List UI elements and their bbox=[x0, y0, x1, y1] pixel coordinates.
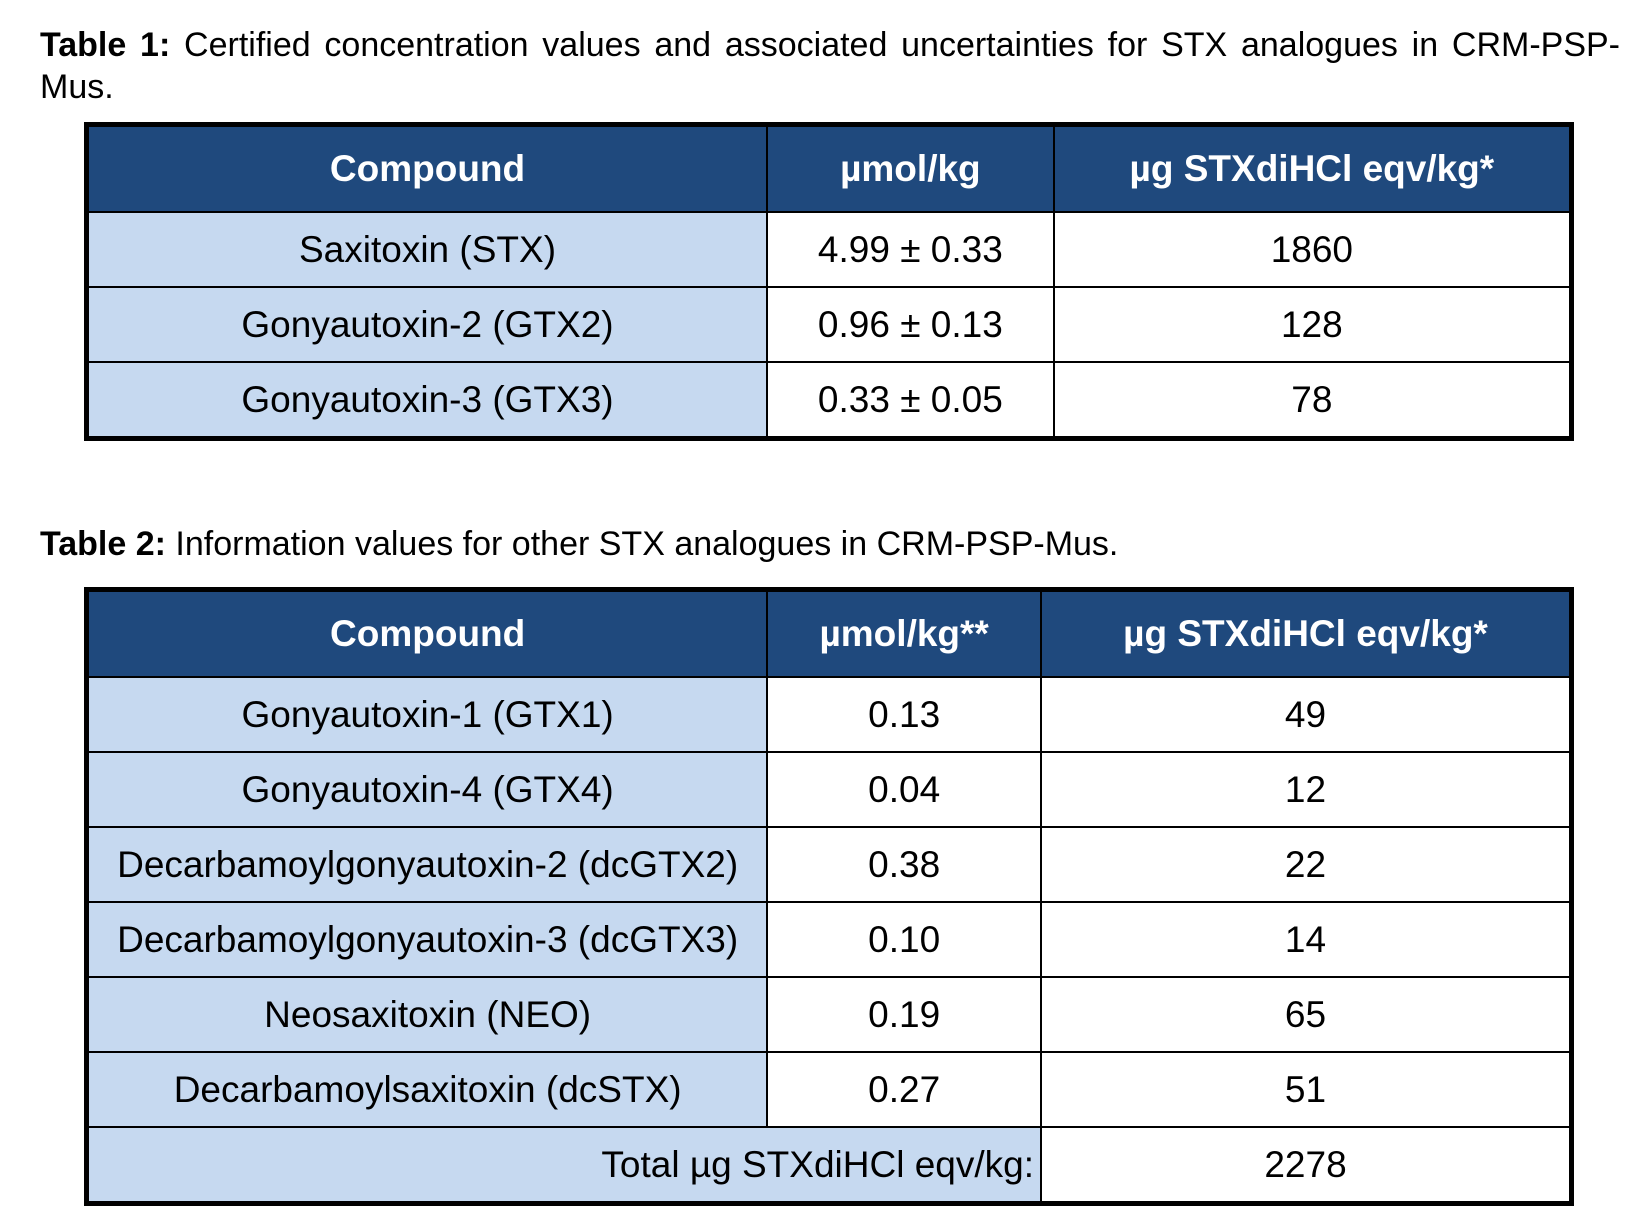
ug-eqv-cell: 51 bbox=[1040, 1051, 1571, 1128]
total-row: Total µg STXdiHCl eqv/kg: 2278 bbox=[87, 1126, 1571, 1203]
table-row: Gonyautoxin-3 (GTX3) 0.33 ± 0.05 78 bbox=[86, 361, 1572, 438]
table1-caption-label: Table 1: bbox=[40, 26, 171, 64]
umol-cell: 0.04 bbox=[766, 751, 1042, 828]
compound-cell: Decarbamoylsaxitoxin (dcSTX) bbox=[86, 1051, 769, 1128]
table-row: Decarbamoylgonyautoxin-2 (dcGTX2) 0.38 2… bbox=[86, 826, 1571, 903]
column-header-compound: Compound bbox=[86, 125, 769, 213]
table2-caption: Table 2: Information values for other ST… bbox=[40, 523, 1600, 565]
compound-cell: Saxitoxin (STX) bbox=[86, 211, 769, 288]
column-header-umol: µmol/kg** bbox=[766, 590, 1042, 678]
column-header-ug-eqv: µg STXdiHCl eqv/kg* bbox=[1052, 125, 1572, 213]
ug-eqv-cell: 22 bbox=[1040, 826, 1571, 903]
certified-values-table: Compound µmol/kg µg STXdiHCl eqv/kg* Sax… bbox=[84, 122, 1574, 441]
table-row: Decarbamoylsaxitoxin (dcSTX) 0.27 51 bbox=[86, 1051, 1571, 1128]
information-values-table: Compound µmol/kg** µg STXdiHCl eqv/kg* G… bbox=[84, 587, 1574, 1206]
ug-eqv-cell: 1860 bbox=[1052, 211, 1572, 288]
table-row: Saxitoxin (STX) 4.99 ± 0.33 1860 bbox=[86, 211, 1572, 288]
table-row: Gonyautoxin-4 (GTX4) 0.04 12 bbox=[86, 751, 1571, 828]
compound-cell: Decarbamoylgonyautoxin-3 (dcGTX3) bbox=[86, 901, 769, 978]
table-row: Gonyautoxin-1 (GTX1) 0.13 49 bbox=[86, 676, 1571, 753]
column-header-compound: Compound bbox=[86, 590, 769, 678]
table1-caption: Table 1: Certified concentration values … bbox=[40, 24, 1620, 108]
total-value: 2278 bbox=[1040, 1126, 1571, 1203]
column-header-ug-eqv: µg STXdiHCl eqv/kg* bbox=[1040, 590, 1571, 678]
compound-cell: Gonyautoxin-1 (GTX1) bbox=[86, 676, 769, 753]
umol-cell: 0.13 bbox=[766, 676, 1042, 753]
table-header-row: Compound µmol/kg** µg STXdiHCl eqv/kg* bbox=[86, 590, 1571, 678]
umol-cell: 0.27 bbox=[766, 1051, 1042, 1128]
umol-cell: 0.96 ± 0.13 bbox=[766, 286, 1055, 363]
umol-cell: 0.10 bbox=[766, 901, 1042, 978]
compound-cell: Gonyautoxin-3 (GTX3) bbox=[86, 361, 769, 438]
table2-caption-label: Table 2: bbox=[40, 525, 166, 563]
column-header-umol: µmol/kg bbox=[766, 125, 1055, 213]
ug-eqv-cell: 49 bbox=[1040, 676, 1571, 753]
umol-cell: 0.38 bbox=[766, 826, 1042, 903]
ug-eqv-cell: 14 bbox=[1040, 901, 1571, 978]
umol-cell: 0.33 ± 0.05 bbox=[766, 361, 1055, 438]
ug-eqv-cell: 65 bbox=[1040, 976, 1571, 1053]
ug-eqv-cell: 78 bbox=[1052, 361, 1572, 438]
table-row: Gonyautoxin-2 (GTX2) 0.96 ± 0.13 128 bbox=[86, 286, 1572, 363]
table-header-row: Compound µmol/kg µg STXdiHCl eqv/kg* bbox=[86, 125, 1572, 213]
compound-cell: Gonyautoxin-2 (GTX2) bbox=[86, 286, 769, 363]
table-row: Neosaxitoxin (NEO) 0.19 65 bbox=[86, 976, 1571, 1053]
total-label: Total µg STXdiHCl eqv/kg: bbox=[87, 1126, 1042, 1203]
ug-eqv-cell: 12 bbox=[1040, 751, 1571, 828]
compound-cell: Gonyautoxin-4 (GTX4) bbox=[86, 751, 769, 828]
table2-caption-text: Information values for other STX analogu… bbox=[175, 525, 1119, 563]
compound-cell: Decarbamoylgonyautoxin-2 (dcGTX2) bbox=[86, 826, 769, 903]
table-row: Decarbamoylgonyautoxin-3 (dcGTX3) 0.10 1… bbox=[86, 901, 1571, 978]
table1-caption-text: Certified concentration values and assoc… bbox=[40, 26, 1620, 106]
compound-cell: Neosaxitoxin (NEO) bbox=[86, 976, 769, 1053]
umol-cell: 4.99 ± 0.33 bbox=[766, 211, 1055, 288]
ug-eqv-cell: 128 bbox=[1052, 286, 1572, 363]
umol-cell: 0.19 bbox=[766, 976, 1042, 1053]
